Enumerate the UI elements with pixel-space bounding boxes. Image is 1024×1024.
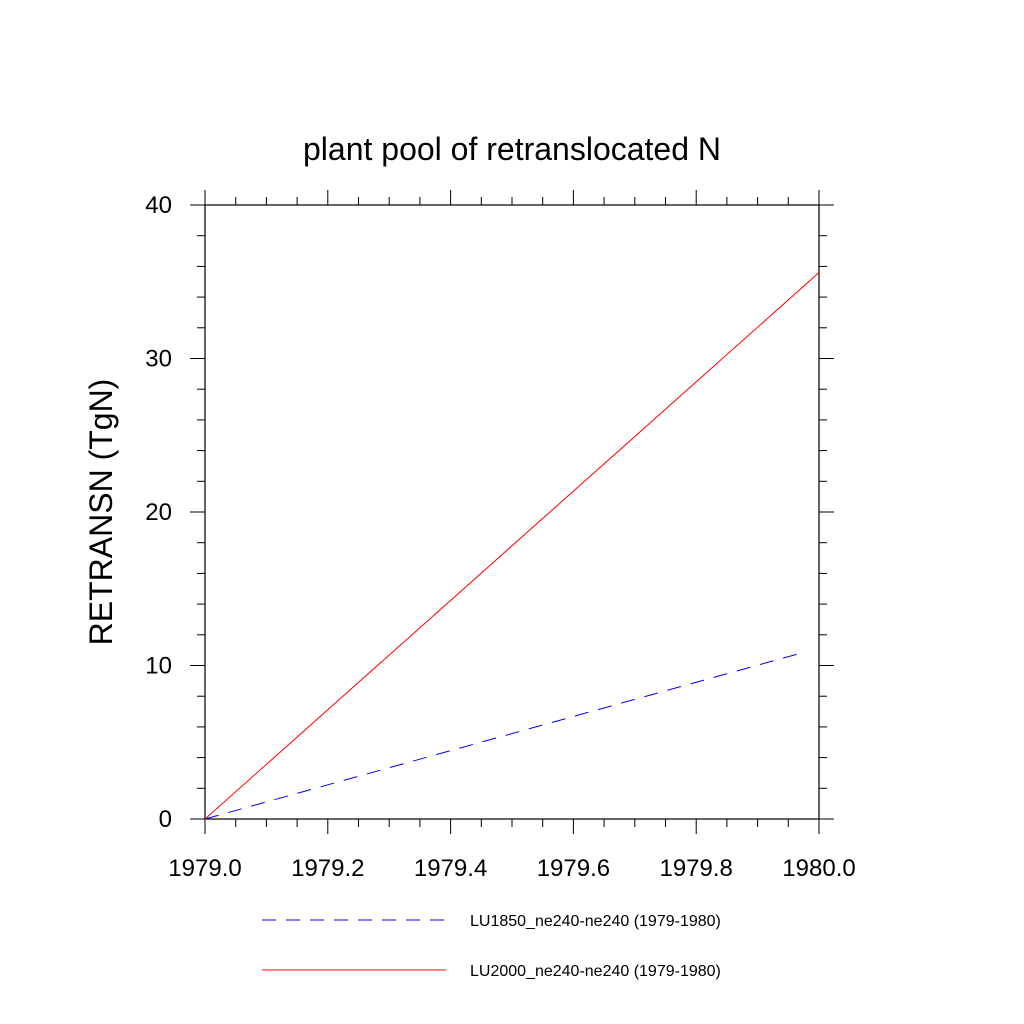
y-tick-label: 40 [145, 192, 172, 219]
x-tick-label: 1980.0 [782, 855, 855, 882]
x-tick-label: 1979.0 [168, 855, 241, 882]
x-tick-label: 1979.6 [537, 855, 610, 882]
y-tick-label: 10 [145, 653, 172, 680]
y-tick-label: 30 [145, 346, 172, 373]
y-axis-label: RETRANSN (TgN) [83, 379, 119, 646]
plot-border [204, 204, 820, 820]
legend-label-2: LU2000_ne240-ne240 (1979-1980) [470, 963, 721, 980]
series-line-2 [204, 272, 820, 820]
plot-frame [204, 204, 820, 820]
chart-title: plant pool of retranslocated N [303, 131, 721, 167]
series-layer [204, 272, 820, 820]
x-tick-label: 1979.2 [291, 855, 364, 882]
y-tick-label: 20 [145, 499, 172, 526]
series-line-1 [204, 651, 807, 820]
legend-label-1: LU1850_ne240-ne240 (1979-1980) [470, 913, 721, 930]
axis-ticks: 1979.0 1979.2 1979.4 1979.6 1979.8 1980.0 0 10 2… [145, 190, 856, 882]
x-tick-label: 1979.8 [659, 855, 732, 882]
x-tick-label: 1979.4 [414, 855, 487, 882]
legend: LU1850_ne240-ne240 (1979-1980) LU2000_ne2… [262, 913, 721, 980]
y-tick-label: 0 [159, 806, 172, 833]
